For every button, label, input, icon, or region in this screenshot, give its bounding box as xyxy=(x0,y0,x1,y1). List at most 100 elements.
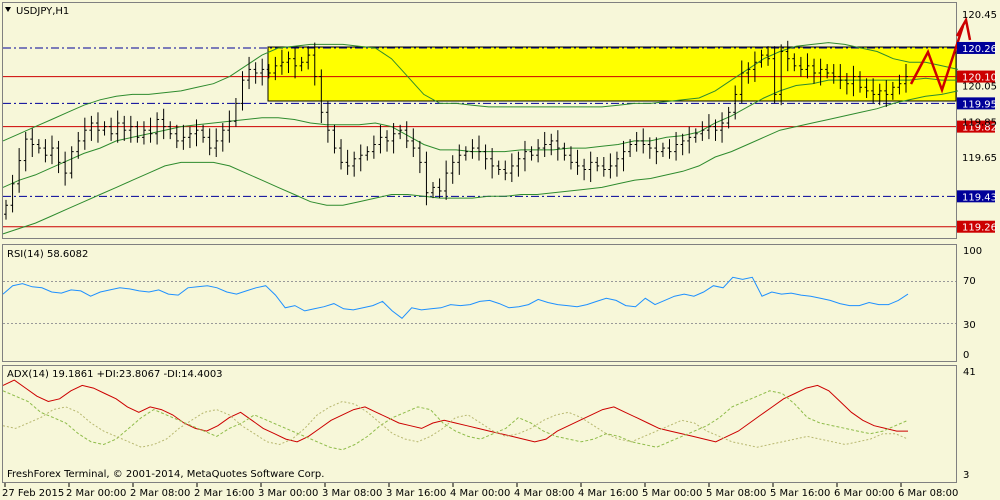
candle xyxy=(371,135,376,159)
candle xyxy=(17,148,22,193)
level-label-2: 119.95 xyxy=(962,99,997,110)
candle xyxy=(30,128,35,157)
candle xyxy=(805,53,810,79)
candle xyxy=(345,149,350,175)
rsi-tick-0: 0 xyxy=(963,350,969,361)
candle xyxy=(56,140,61,174)
candle xyxy=(365,146,370,161)
candle xyxy=(476,135,481,161)
rsi-tick-30: 30 xyxy=(963,320,976,331)
candle xyxy=(575,149,580,175)
forecast-arrow-icon xyxy=(909,25,965,94)
rsi-line xyxy=(2,276,909,319)
candle xyxy=(542,131,547,157)
candle xyxy=(273,56,278,81)
adx-title: ADX(14) 19.1861 +DI:23.8067 -DI:14.4003 xyxy=(7,369,223,380)
candle xyxy=(582,158,587,181)
time-label-2: 2 Mar 08:00 xyxy=(130,488,190,499)
time-label-4: 3 Mar 00:00 xyxy=(258,488,318,499)
candle xyxy=(562,142,567,161)
candle xyxy=(424,151,429,206)
candle xyxy=(785,40,790,72)
level-label-1: 120.10 xyxy=(962,73,997,84)
candle xyxy=(693,128,698,143)
candle xyxy=(890,81,895,100)
candle xyxy=(4,199,8,220)
candle xyxy=(122,115,127,141)
candle xyxy=(332,124,337,154)
candle xyxy=(181,124,186,150)
candle xyxy=(95,112,100,143)
candle xyxy=(450,155,455,184)
candle xyxy=(595,157,600,172)
candle xyxy=(214,128,219,157)
candle xyxy=(69,146,74,179)
candle xyxy=(825,64,830,79)
candle xyxy=(109,117,114,141)
candle xyxy=(746,62,751,84)
price-pane[interactable] xyxy=(2,2,957,239)
candle xyxy=(148,117,153,143)
candle xyxy=(812,58,817,84)
candle xyxy=(733,85,738,120)
level-label-0: 120.26 xyxy=(962,44,997,55)
adx-tick-41: 41 xyxy=(963,367,976,378)
adx-series-1 xyxy=(2,390,909,451)
candle xyxy=(358,144,363,172)
candle xyxy=(201,124,206,143)
candle xyxy=(614,151,619,177)
candle xyxy=(549,133,554,156)
candle xyxy=(385,130,390,152)
candle xyxy=(391,123,396,154)
candle xyxy=(431,182,436,199)
adx-series-0 xyxy=(2,379,908,443)
candle xyxy=(772,46,777,104)
candle xyxy=(798,56,803,77)
rsi-title: RSI(14) 58.6082 xyxy=(7,249,88,260)
collapse-triangle-icon[interactable] xyxy=(5,7,11,12)
candle xyxy=(247,56,252,90)
adx-series-2 xyxy=(2,400,909,448)
time-label-3: 2 Mar 16:00 xyxy=(194,488,254,499)
time-label-9: 4 Mar 16:00 xyxy=(578,488,638,499)
candle xyxy=(437,178,442,199)
time-label-14: 6 Mar 08:00 xyxy=(898,488,958,499)
candle xyxy=(102,121,107,136)
level-label-bg-1 xyxy=(957,70,995,83)
time-label-8: 4 Mar 08:00 xyxy=(514,488,574,499)
candle xyxy=(187,126,192,149)
adx-pane[interactable] xyxy=(2,365,957,483)
candle xyxy=(89,115,94,141)
candle xyxy=(174,124,179,149)
candle xyxy=(864,78,869,99)
candle xyxy=(463,146,468,161)
candle xyxy=(135,121,140,143)
candle xyxy=(792,53,797,72)
candle xyxy=(63,151,68,186)
candle xyxy=(352,151,357,177)
candle xyxy=(23,131,28,172)
candle xyxy=(739,60,744,104)
adx-tick-3: 3 xyxy=(963,470,969,481)
candle xyxy=(838,64,843,90)
candle xyxy=(470,139,475,159)
candle xyxy=(299,56,304,72)
candle xyxy=(161,108,166,140)
candle xyxy=(555,130,560,161)
candle xyxy=(634,131,639,152)
candle xyxy=(897,74,902,95)
candle xyxy=(496,160,501,175)
time-label-11: 5 Mar 08:00 xyxy=(706,488,766,499)
level-label-bg-0 xyxy=(957,41,995,54)
candle xyxy=(529,146,534,161)
candle xyxy=(43,139,48,163)
candle xyxy=(325,101,330,143)
candle xyxy=(720,112,725,143)
candle xyxy=(168,121,173,140)
candle xyxy=(155,112,160,145)
rsi-pane[interactable] xyxy=(2,244,957,362)
candle xyxy=(674,131,679,161)
candle xyxy=(601,157,606,177)
candle xyxy=(82,117,87,150)
